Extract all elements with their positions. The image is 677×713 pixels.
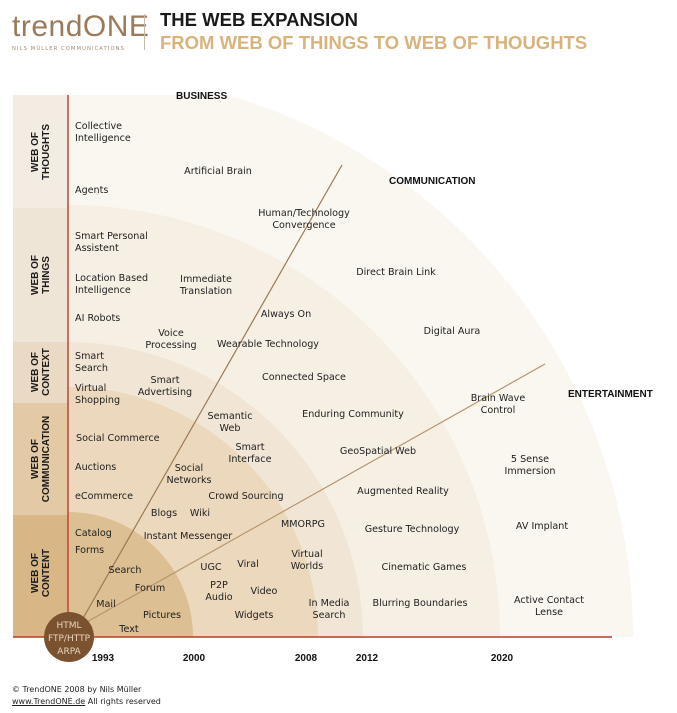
year-labels: 1993 2000 2008 2012 2020 [92,653,514,664]
layer-rings [13,95,633,637]
item-voice-processing: Voice Processing [145,328,196,351]
item-ecommerce: eCommerce [75,491,133,502]
item-active-contact-lense: Active Contact Lense [514,595,584,618]
ray-business-communication [77,164,343,628]
item-smart-advertising: Smart Advertising [138,375,192,398]
layer-label: WEB OFCONTEXT [30,348,52,396]
item-connected-space: Connected Space [262,372,346,383]
item-ugc: UGC [200,562,221,573]
item-crowd-sourcing: Crowd Sourcing [208,491,283,502]
item-location-based: Location Based Intelligence [75,273,148,296]
item-human-tech: Human/Technology Convergence [258,208,350,231]
item-blurring-boundaries: Blurring Boundaries [372,598,467,609]
year-label: 2012 [356,653,379,664]
page-title: THE WEB EXPANSION [160,9,359,30]
item-pictures: Pictures [143,610,181,621]
item-always-on: Always On [261,309,311,320]
item-blogs: Blogs [151,508,177,519]
item-social-networks: Social Networks [166,463,211,486]
item-agents: Agents [75,185,108,196]
item-smart-personal-assistent: Smart Personal Assistent [75,231,148,254]
sector-label-business: BUSINESS [176,91,227,102]
logo-wordmark: trendONE [12,10,150,43]
item-artificial-brain: Artificial Brain [184,166,252,177]
layer-label: WEB OFCOMMUNICATION [30,416,52,502]
item-mmorpg: MMORPG [281,519,325,530]
year-label: 2008 [295,653,318,664]
origin-node: HTML FTP/HTTP ARPA [44,612,94,662]
item-av-implant: AV Implant [516,521,568,532]
item-direct-brain-link: Direct Brain Link [356,267,436,278]
layer-band-1 [13,208,68,342]
sector-label-communication: COMMUNICATION [389,176,475,187]
layer-band-3 [13,403,68,515]
layer-band-0 [13,95,68,208]
sector-label-entertainment: ENTERTAINMENT [568,389,653,400]
page-subtitle: FROM WEB OF THINGS TO WEB OF THOUGHTS [160,32,588,53]
year-label: 2000 [183,653,206,664]
item-geospatial-web: GeoSpatial Web [340,446,416,457]
item-wearable-technology: Wearable Technology [217,339,319,350]
item-mail: Mail [96,599,116,610]
item-brain-wave-control: Brain Wave Control [471,393,526,416]
item-smart-interface: Smart Interface [229,442,272,465]
axes [13,95,612,638]
origin-label: FTP/HTTP [48,634,91,644]
item-catalog: Catalog [75,528,112,539]
origin-label: ARPA [57,647,81,657]
item-five-sense-immersion: 5 Sense Immersion [505,454,556,477]
item-virtual-shopping: Virtual Shopping [75,383,120,406]
footer-line: www.TrendONE.de All rights reserved [12,697,161,706]
sector-rays [77,164,546,628]
item-digital-aura: Digital Aura [424,326,481,337]
item-viral: Viral [237,559,259,570]
origin-circle [44,612,94,662]
item-search: Search [109,565,142,576]
layer-band-2 [13,342,68,403]
layer-label: WEB OFCONTENT [30,549,52,597]
header-divider [144,14,145,50]
item-virtual-worlds: Virtual Worlds [291,549,324,572]
layer-labels: WEB OFTHOUGHTS WEB OFTHINGS WEB OFCONTEXT W… [30,124,52,598]
footer-copyright: © TrendONE 2008 by Nils Müller [12,685,142,694]
trendone-logo: trendONE NILS MÜLLER COMMUNICATIONS [12,10,150,53]
item-instant-messenger: Instant Messenger [144,531,233,542]
item-gesture-technology: Gesture Technology [365,524,460,535]
item-forum: Forum [135,583,165,594]
year-label: 2020 [491,653,514,664]
item-auctions: Auctions [75,462,116,473]
logo-tagline: NILS MÜLLER COMMUNICATIONS [12,46,126,52]
item-forms: Forms [75,545,104,556]
sector-labels: BUSINESS COMMUNICATION ENTERTAINMENT [176,91,653,400]
ray-communication-entertainment [77,363,546,628]
item-video: Video [251,586,278,597]
origin-label: HTML [56,621,81,631]
item-in-media-search: In Media Search [309,598,350,621]
item-immediate-translation: Immediate Translation [179,274,232,297]
layer-label: WEB OFTHINGS [30,255,52,295]
item-widgets: Widgets [235,610,274,621]
item-collective-intelligence: Collective Intelligence [75,121,131,144]
footer-rights: All rights reserved [87,697,161,706]
item-augmented-reality: Augmented Reality [357,486,449,497]
layer-label: WEB OFTHOUGHTS [30,124,52,180]
item-ai-robots: AI Robots [75,313,120,324]
item-cinematic-games: Cinematic Games [382,562,467,573]
item-p2p-audio: P2P Audio [205,580,232,603]
item-enduring-community: Enduring Community [302,409,404,420]
item-wiki: Wiki [190,508,210,519]
year-label: 1993 [92,653,115,664]
technology-labels: Collective Intelligence Agents Artificial B… [75,121,584,635]
item-social-commerce: Social Commerce [76,433,160,444]
item-semantic-web: Semantic Web [208,411,253,434]
item-text: Text [118,624,139,635]
website-link[interactable]: www.TrendONE.de [12,697,86,706]
item-smart-search: Smart Search [75,351,108,374]
